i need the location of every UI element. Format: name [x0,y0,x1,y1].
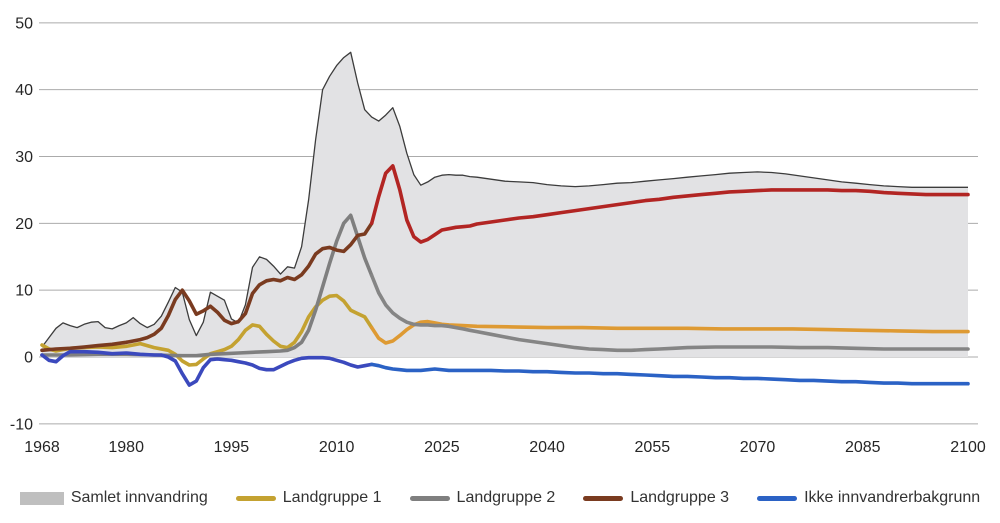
legend-label: Landgruppe 3 [630,489,730,506]
line-swatch-icon [409,495,450,501]
y-tick-label: 40 [15,82,33,99]
samlet-innvandring-area-fill [42,52,968,358]
line-swatch-icon [235,495,276,501]
x-tick-label: 2055 [635,439,671,456]
series-lines [40,164,970,387]
legend-item-samlet-innvandring: Samlet innvandring [19,489,208,507]
x-tick-label: 2070 [740,439,776,456]
y-tick-label: 30 [15,149,33,166]
landgruppe-1-line-projected [369,319,970,345]
y-tick-label: 20 [15,216,33,233]
landgruppe-2-line-projected [369,273,970,353]
x-axis-labels: 1968 1980 1995 2010 2025 2040 2055 2070 2085 2100 [24,439,986,456]
line-swatch-icon [757,495,798,501]
legend-item-landgruppe-1: Landgruppe 1 [235,489,382,507]
x-tick-label: 1995 [214,439,250,456]
landgruppe-1-line-registered [40,293,374,367]
ikke-innvandrerbakgrunn-line-projected [369,362,970,386]
x-tick-label: 2025 [424,439,460,456]
ikke-innvandrerbakgrunn-line-registered [40,349,374,387]
legend-label: Landgruppe 1 [282,489,382,506]
chart-legend: Samlet innvandring Landgruppe 1 Landgruppe… [0,480,1000,516]
x-tick-label: 2100 [950,439,986,456]
y-tick-label: 50 [15,15,33,32]
legend-label: Samlet innvandring [70,489,208,506]
y-tick-label: -10 [10,416,33,433]
landgruppe-3-line-projected [369,164,970,244]
area-swatch-icon [19,491,64,505]
legend-item-ikke-innvandrerbakgrunn: Ikke innvandrerbakgrunn [757,489,980,507]
x-tick-label: 2085 [845,439,881,456]
x-tick-label: 1968 [24,439,60,456]
legend-item-landgruppe-3: Landgruppe 3 [583,489,729,507]
x-tick-label: 1980 [108,439,144,456]
legend-item-landgruppe-2: Landgruppe 2 [409,489,556,507]
legend-label: Ikke innvandrerbakgrunn [804,489,981,506]
x-tick-label: 2040 [529,439,565,456]
x-tick-label: 2010 [319,439,355,456]
y-axis-labels: 50 40 30 20 10 0 -10 [10,15,33,433]
total-immigration-area [41,51,968,358]
landgruppe-3-line-registered [40,221,374,353]
samlet-innvandring-area-outline [41,51,968,348]
y-tick-label: 0 [24,350,33,367]
legend-label: Landgruppe 2 [456,489,556,506]
y-tick-label: 10 [15,283,33,300]
line-swatch-icon [583,495,624,501]
